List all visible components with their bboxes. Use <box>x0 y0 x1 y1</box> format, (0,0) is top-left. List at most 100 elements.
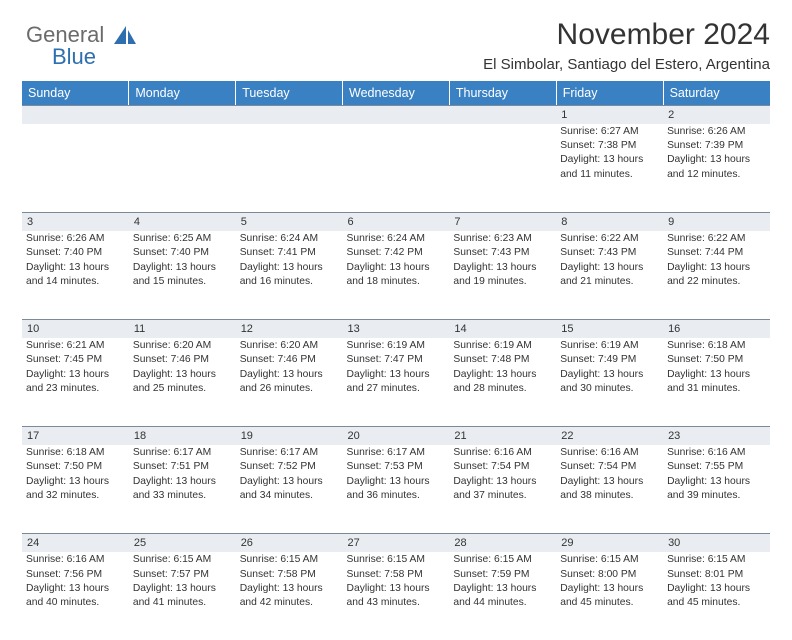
sunrise-text: Sunrise: 6:19 AM <box>347 339 446 352</box>
sunset-text: Sunset: 7:48 PM <box>453 353 552 366</box>
sunset-text: Sunset: 7:54 PM <box>453 460 552 473</box>
sunset-text: Sunset: 7:42 PM <box>347 246 446 259</box>
weekday-header: Saturday <box>663 81 770 105</box>
day-cell: Sunrise: 6:15 AMSunset: 7:57 PMDaylight:… <box>129 552 236 640</box>
sunset-text: Sunset: 7:50 PM <box>667 353 766 366</box>
daylight-text: Daylight: 13 hours <box>453 475 552 488</box>
daylight-text: Daylight: 13 hours <box>560 153 659 166</box>
sunrise-text: Sunrise: 6:26 AM <box>26 232 125 245</box>
daylight-text: Daylight: 13 hours <box>453 261 552 274</box>
day-cell: Sunrise: 6:27 AMSunset: 7:38 PMDaylight:… <box>556 124 663 212</box>
day-cell: Sunrise: 6:20 AMSunset: 7:46 PMDaylight:… <box>129 338 236 426</box>
daylight-text: and 30 minutes. <box>560 382 659 395</box>
daylight-text: Daylight: 13 hours <box>667 582 766 595</box>
weekday-header-row: Sunday Monday Tuesday Wednesday Thursday… <box>22 81 770 105</box>
day-number: 23 <box>663 426 770 445</box>
day-number: 26 <box>236 533 343 552</box>
day-cell: Sunrise: 6:17 AMSunset: 7:53 PMDaylight:… <box>343 445 450 533</box>
day-number: 21 <box>449 426 556 445</box>
day-cell: Sunrise: 6:16 AMSunset: 7:55 PMDaylight:… <box>663 445 770 533</box>
day-number: 22 <box>556 426 663 445</box>
daylight-text: and 44 minutes. <box>453 596 552 609</box>
daylight-text: Daylight: 13 hours <box>240 475 339 488</box>
day-cell: Sunrise: 6:16 AMSunset: 7:54 PMDaylight:… <box>556 445 663 533</box>
daylight-text: and 26 minutes. <box>240 382 339 395</box>
sunrise-text: Sunrise: 6:19 AM <box>560 339 659 352</box>
day-number: 7 <box>449 212 556 231</box>
daylight-text: and 22 minutes. <box>667 275 766 288</box>
day-cell: Sunrise: 6:17 AMSunset: 7:51 PMDaylight:… <box>129 445 236 533</box>
day-cell <box>22 124 129 212</box>
day-cell: Sunrise: 6:15 AMSunset: 8:00 PMDaylight:… <box>556 552 663 640</box>
sunset-text: Sunset: 7:43 PM <box>453 246 552 259</box>
sunrise-text: Sunrise: 6:15 AM <box>560 553 659 566</box>
day-number <box>236 105 343 124</box>
daylight-text: Daylight: 13 hours <box>240 582 339 595</box>
daylight-text: Daylight: 13 hours <box>560 368 659 381</box>
day-number: 13 <box>343 319 450 338</box>
sunrise-text: Sunrise: 6:16 AM <box>453 446 552 459</box>
daylight-text: and 27 minutes. <box>347 382 446 395</box>
weekday-header: Monday <box>129 81 236 105</box>
day-cell: Sunrise: 6:21 AMSunset: 7:45 PMDaylight:… <box>22 338 129 426</box>
sunrise-text: Sunrise: 6:24 AM <box>240 232 339 245</box>
day-cell: Sunrise: 6:15 AM Sunset: 7:58 PMDaylight:… <box>236 552 343 640</box>
daylight-text: and 33 minutes. <box>133 489 232 502</box>
sunset-text: Sunset: 7:49 PM <box>560 353 659 366</box>
daylight-text: and 37 minutes. <box>453 489 552 502</box>
sunset-text: Sunset: 7:58 PM <box>240 568 339 581</box>
day-cell: Sunrise: 6:23 AMSunset: 7:43 PM Daylight:… <box>449 231 556 319</box>
daylight-text: and 32 minutes. <box>26 489 125 502</box>
sunset-text: Sunset: 7:40 PM <box>26 246 125 259</box>
daylight-text: Daylight: 13 hours <box>347 475 446 488</box>
week-row: Sunrise: 6:26 AMSunset: 7:40 PMDaylight:… <box>22 231 770 319</box>
sunset-text: Sunset: 8:01 PM <box>667 568 766 581</box>
sunset-text: Sunset: 7:57 PM <box>133 568 232 581</box>
day-cell <box>129 124 236 212</box>
daylight-text: and 42 minutes. <box>240 596 339 609</box>
daylight-text: and 34 minutes. <box>240 489 339 502</box>
day-cell: Sunrise: 6:19 AMSunset: 7:49 PM Daylight:… <box>556 338 663 426</box>
sunset-text: Sunset: 7:40 PM <box>133 246 232 259</box>
sunset-text: Sunset: 7:52 PM <box>240 460 339 473</box>
weekday-header: Sunday <box>22 81 129 105</box>
sunrise-text: Sunrise: 6:17 AM <box>240 446 339 459</box>
brand-sail-icon <box>112 24 138 50</box>
day-cell: Sunrise: 6:26 AMSunset: 7:39 PMDaylight:… <box>663 124 770 212</box>
day-number: 12 <box>236 319 343 338</box>
daylight-text: and 41 minutes. <box>133 596 232 609</box>
daylight-text: Daylight: 13 hours <box>560 475 659 488</box>
day-number: 2 <box>663 105 770 124</box>
sunrise-text: Sunrise: 6:15 AM <box>240 553 339 566</box>
sunrise-text: Sunrise: 6:25 AM <box>133 232 232 245</box>
day-number: 25 <box>129 533 236 552</box>
sunset-text: Sunset: 7:46 PM <box>133 353 232 366</box>
daylight-text: Daylight: 13 hours <box>133 475 232 488</box>
day-number: 9 <box>663 212 770 231</box>
day-number: 4 <box>129 212 236 231</box>
daylight-text: Daylight: 13 hours <box>240 368 339 381</box>
day-number: 20 <box>343 426 450 445</box>
week-row: Sunrise: 6:21 AMSunset: 7:45 PMDaylight:… <box>22 338 770 426</box>
daylight-text: Daylight: 13 hours <box>133 261 232 274</box>
day-number: 30 <box>663 533 770 552</box>
sunset-text: Sunset: 7:39 PM <box>667 139 766 152</box>
daylight-text: Daylight: 13 hours <box>240 261 339 274</box>
sunrise-text: Sunrise: 6:17 AM <box>347 446 446 459</box>
day-number: 15 <box>556 319 663 338</box>
sunset-text: Sunset: 7:44 PM <box>667 246 766 259</box>
sunrise-text: Sunrise: 6:26 AM <box>667 125 766 138</box>
sunrise-text: Sunrise: 6:19 AM <box>453 339 552 352</box>
daylight-text: and 45 minutes. <box>667 596 766 609</box>
day-cell: Sunrise: 6:22 AMSunset: 7:44 PMDaylight:… <box>663 231 770 319</box>
sunrise-text: Sunrise: 6:23 AM <box>453 232 552 245</box>
day-number: 29 <box>556 533 663 552</box>
daylight-text: and 43 minutes. <box>347 596 446 609</box>
day-cell: Sunrise: 6:15 AMSunset: 7:59 PMDaylight:… <box>449 552 556 640</box>
week-row: Sunrise: 6:18 AMSunset: 7:50 PMDaylight:… <box>22 445 770 533</box>
day-number: 3 <box>22 212 129 231</box>
weekday-header: Tuesday <box>236 81 343 105</box>
day-number: 10 <box>22 319 129 338</box>
weekday-header: Friday <box>556 81 663 105</box>
day-number: 6 <box>343 212 450 231</box>
